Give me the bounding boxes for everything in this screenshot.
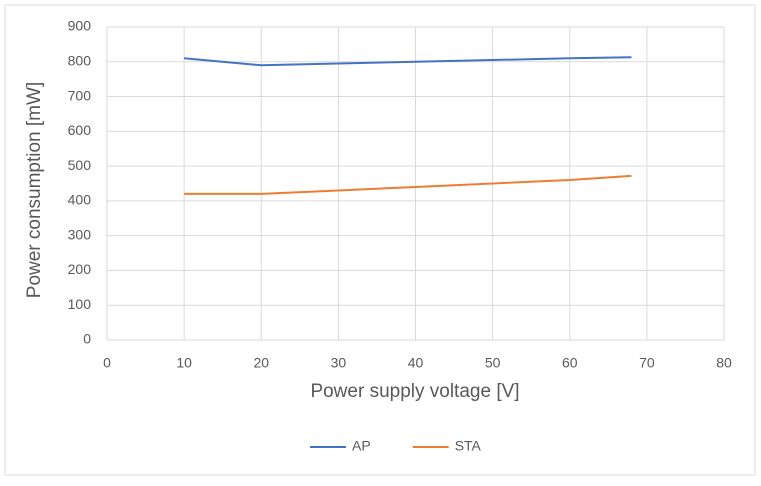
x-tick-label: 50 [485,355,501,371]
y-tick-label: 200 [68,261,92,277]
y-tick-label: 100 [68,296,92,312]
x-axis-title: Power supply voltage [V] [310,381,519,402]
x-tick-label: 70 [639,355,655,371]
x-tick-label: 0 [103,355,111,371]
x-tick-label: 60 [562,355,578,371]
y-tick-label: 800 [68,52,92,68]
y-tick-label: 900 [68,18,92,34]
x-tick-label: 10 [176,355,192,371]
y-axis-title: Power consumption [mW] [24,82,45,298]
y-tick-label: 300 [68,226,92,242]
data-line [184,174,632,195]
data-line [184,56,632,67]
y-tick-label: 600 [68,122,92,138]
y-tick-label: 0 [83,331,91,347]
x-tick-label: 30 [331,355,347,371]
y-tick-label: 700 [68,87,92,103]
legend-label: AP [352,438,371,454]
x-tick-label: 20 [253,355,269,371]
chart-frame [4,4,756,476]
legend-label: STA [455,438,482,454]
x-tick-label: 80 [716,355,732,371]
y-tick-label: 500 [68,157,92,173]
x-tick-label: 40 [408,355,424,371]
y-tick-label: 400 [68,192,92,208]
